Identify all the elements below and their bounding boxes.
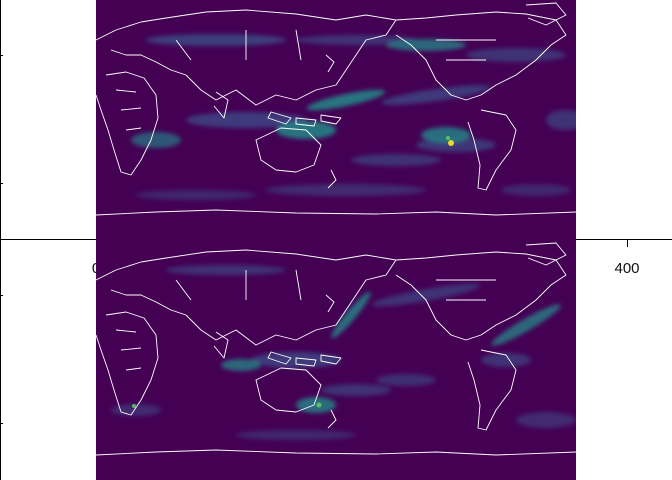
left-axis-line <box>0 240 1 480</box>
left-axis-line <box>0 0 1 240</box>
bottom-peak-marker <box>316 402 322 408</box>
top-peak-marker <box>446 136 450 140</box>
y-axis-tick <box>0 183 3 184</box>
x-tick-label-400: 400 <box>614 260 640 277</box>
bottom-peak-marker <box>132 404 136 408</box>
top-precipitation-map <box>96 0 576 240</box>
bottom-field-layer <box>111 265 576 440</box>
top-map-canvas <box>96 0 576 240</box>
y-axis-tick <box>0 55 3 56</box>
top-field-layer <box>131 34 576 200</box>
top-peak-marker <box>448 140 454 146</box>
y-axis-tick <box>0 295 3 296</box>
top-coastlines <box>96 2 576 216</box>
x-axis-tick <box>627 240 628 247</box>
y-axis-tick <box>0 423 3 424</box>
bottom-map-canvas <box>96 240 576 480</box>
bottom-coastlines <box>96 242 576 456</box>
bottom-panel-axes <box>0 240 672 480</box>
bottom-precipitation-map <box>96 240 576 480</box>
